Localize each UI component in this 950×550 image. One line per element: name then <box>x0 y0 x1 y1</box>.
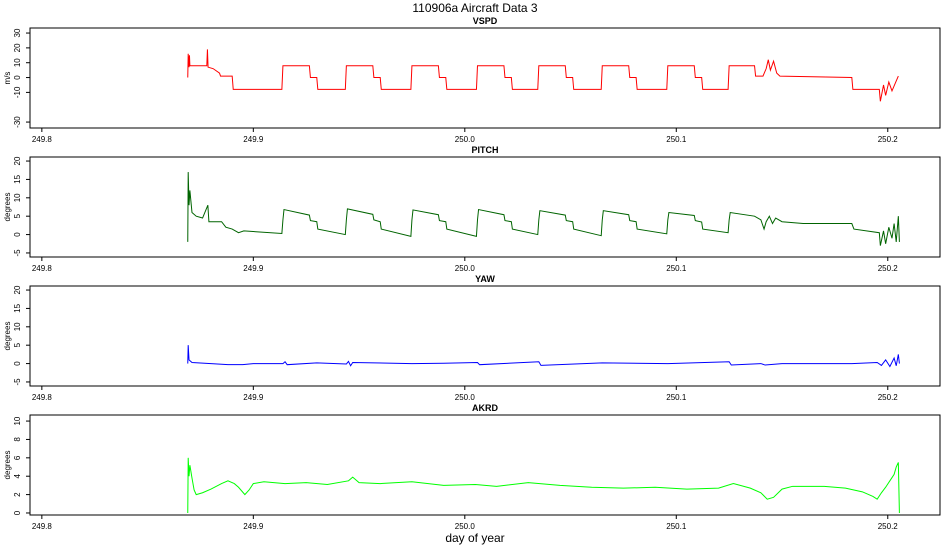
page-title: 110906a Aircraft Data 3 <box>412 1 538 15</box>
panel-title: YAW <box>475 274 495 284</box>
data-line <box>187 457 900 513</box>
y-tick-label: 5 <box>13 213 22 218</box>
plot-frame <box>29 156 941 258</box>
x-tick-label: 249.9 <box>243 522 264 531</box>
x-tick-label: 250.1 <box>666 522 687 531</box>
y-tick-label: 15 <box>13 303 22 312</box>
y-tick-label: -5 <box>13 378 22 386</box>
x-tick-label: 249.8 <box>32 393 53 402</box>
data-line <box>187 172 900 246</box>
y-tick-label: 10 <box>13 58 22 67</box>
y-tick-label: 4 <box>13 473 22 478</box>
y-axis-label: degrees <box>3 451 12 480</box>
x-tick-label: 250.0 <box>455 264 476 273</box>
y-tick-label: -30 <box>13 116 22 128</box>
y-tick-label: 10 <box>13 322 22 331</box>
y-axis-label: degrees <box>3 322 12 351</box>
y-tick-label: 30 <box>13 28 22 37</box>
y-tick-label: 15 <box>13 174 22 183</box>
y-tick-label: 0 <box>13 510 22 515</box>
panel-title: PITCH <box>472 145 499 155</box>
x-tick-label: 250.2 <box>878 393 899 402</box>
x-tick-label: 249.8 <box>32 264 53 273</box>
x-axis-label: day of year <box>445 531 504 545</box>
y-tick-label: -5 <box>13 249 22 257</box>
data-line <box>187 49 899 102</box>
x-tick-label: 249.9 <box>243 393 264 402</box>
y-tick-label: 5 <box>13 342 22 347</box>
y-tick-label: 8 <box>13 437 22 442</box>
y-tick-label: 2 <box>13 492 22 497</box>
x-tick-label: 250.1 <box>666 393 687 402</box>
x-tick-label: 250.1 <box>666 135 687 144</box>
x-tick-label: 249.9 <box>243 264 264 273</box>
y-tick-label: 10 <box>13 416 22 425</box>
y-tick-label: 6 <box>13 455 22 460</box>
plot-frame <box>29 414 941 516</box>
y-tick-label: 20 <box>13 156 22 165</box>
x-tick-label: 250.0 <box>455 393 476 402</box>
y-tick-label: 0 <box>13 232 22 237</box>
y-tick-label: 10 <box>13 193 22 202</box>
panel-title: AKRD <box>472 403 498 413</box>
x-tick-label: 250.0 <box>455 522 476 531</box>
y-axis-label: degrees <box>3 193 12 222</box>
x-tick-label: 249.8 <box>32 135 53 144</box>
x-tick-label: 249.8 <box>32 522 53 531</box>
x-tick-label: 249.9 <box>243 135 264 144</box>
y-tick-label: 0 <box>13 75 22 80</box>
x-tick-label: 250.2 <box>878 522 899 531</box>
plot-frame <box>29 285 941 387</box>
panel-title: VSPD <box>473 16 498 26</box>
plot-frame <box>29 27 941 129</box>
x-tick-label: 250.2 <box>878 135 899 144</box>
y-axis-label: m/s <box>3 72 12 85</box>
x-tick-label: 250.1 <box>666 264 687 273</box>
data-line <box>187 345 900 368</box>
y-tick-label: 20 <box>13 43 22 52</box>
x-tick-label: 250.0 <box>455 135 476 144</box>
y-tick-label: 0 <box>13 361 22 366</box>
x-tick-label: 250.2 <box>878 264 899 273</box>
y-tick-label: -10 <box>13 86 22 98</box>
y-tick-label: 20 <box>13 285 22 294</box>
